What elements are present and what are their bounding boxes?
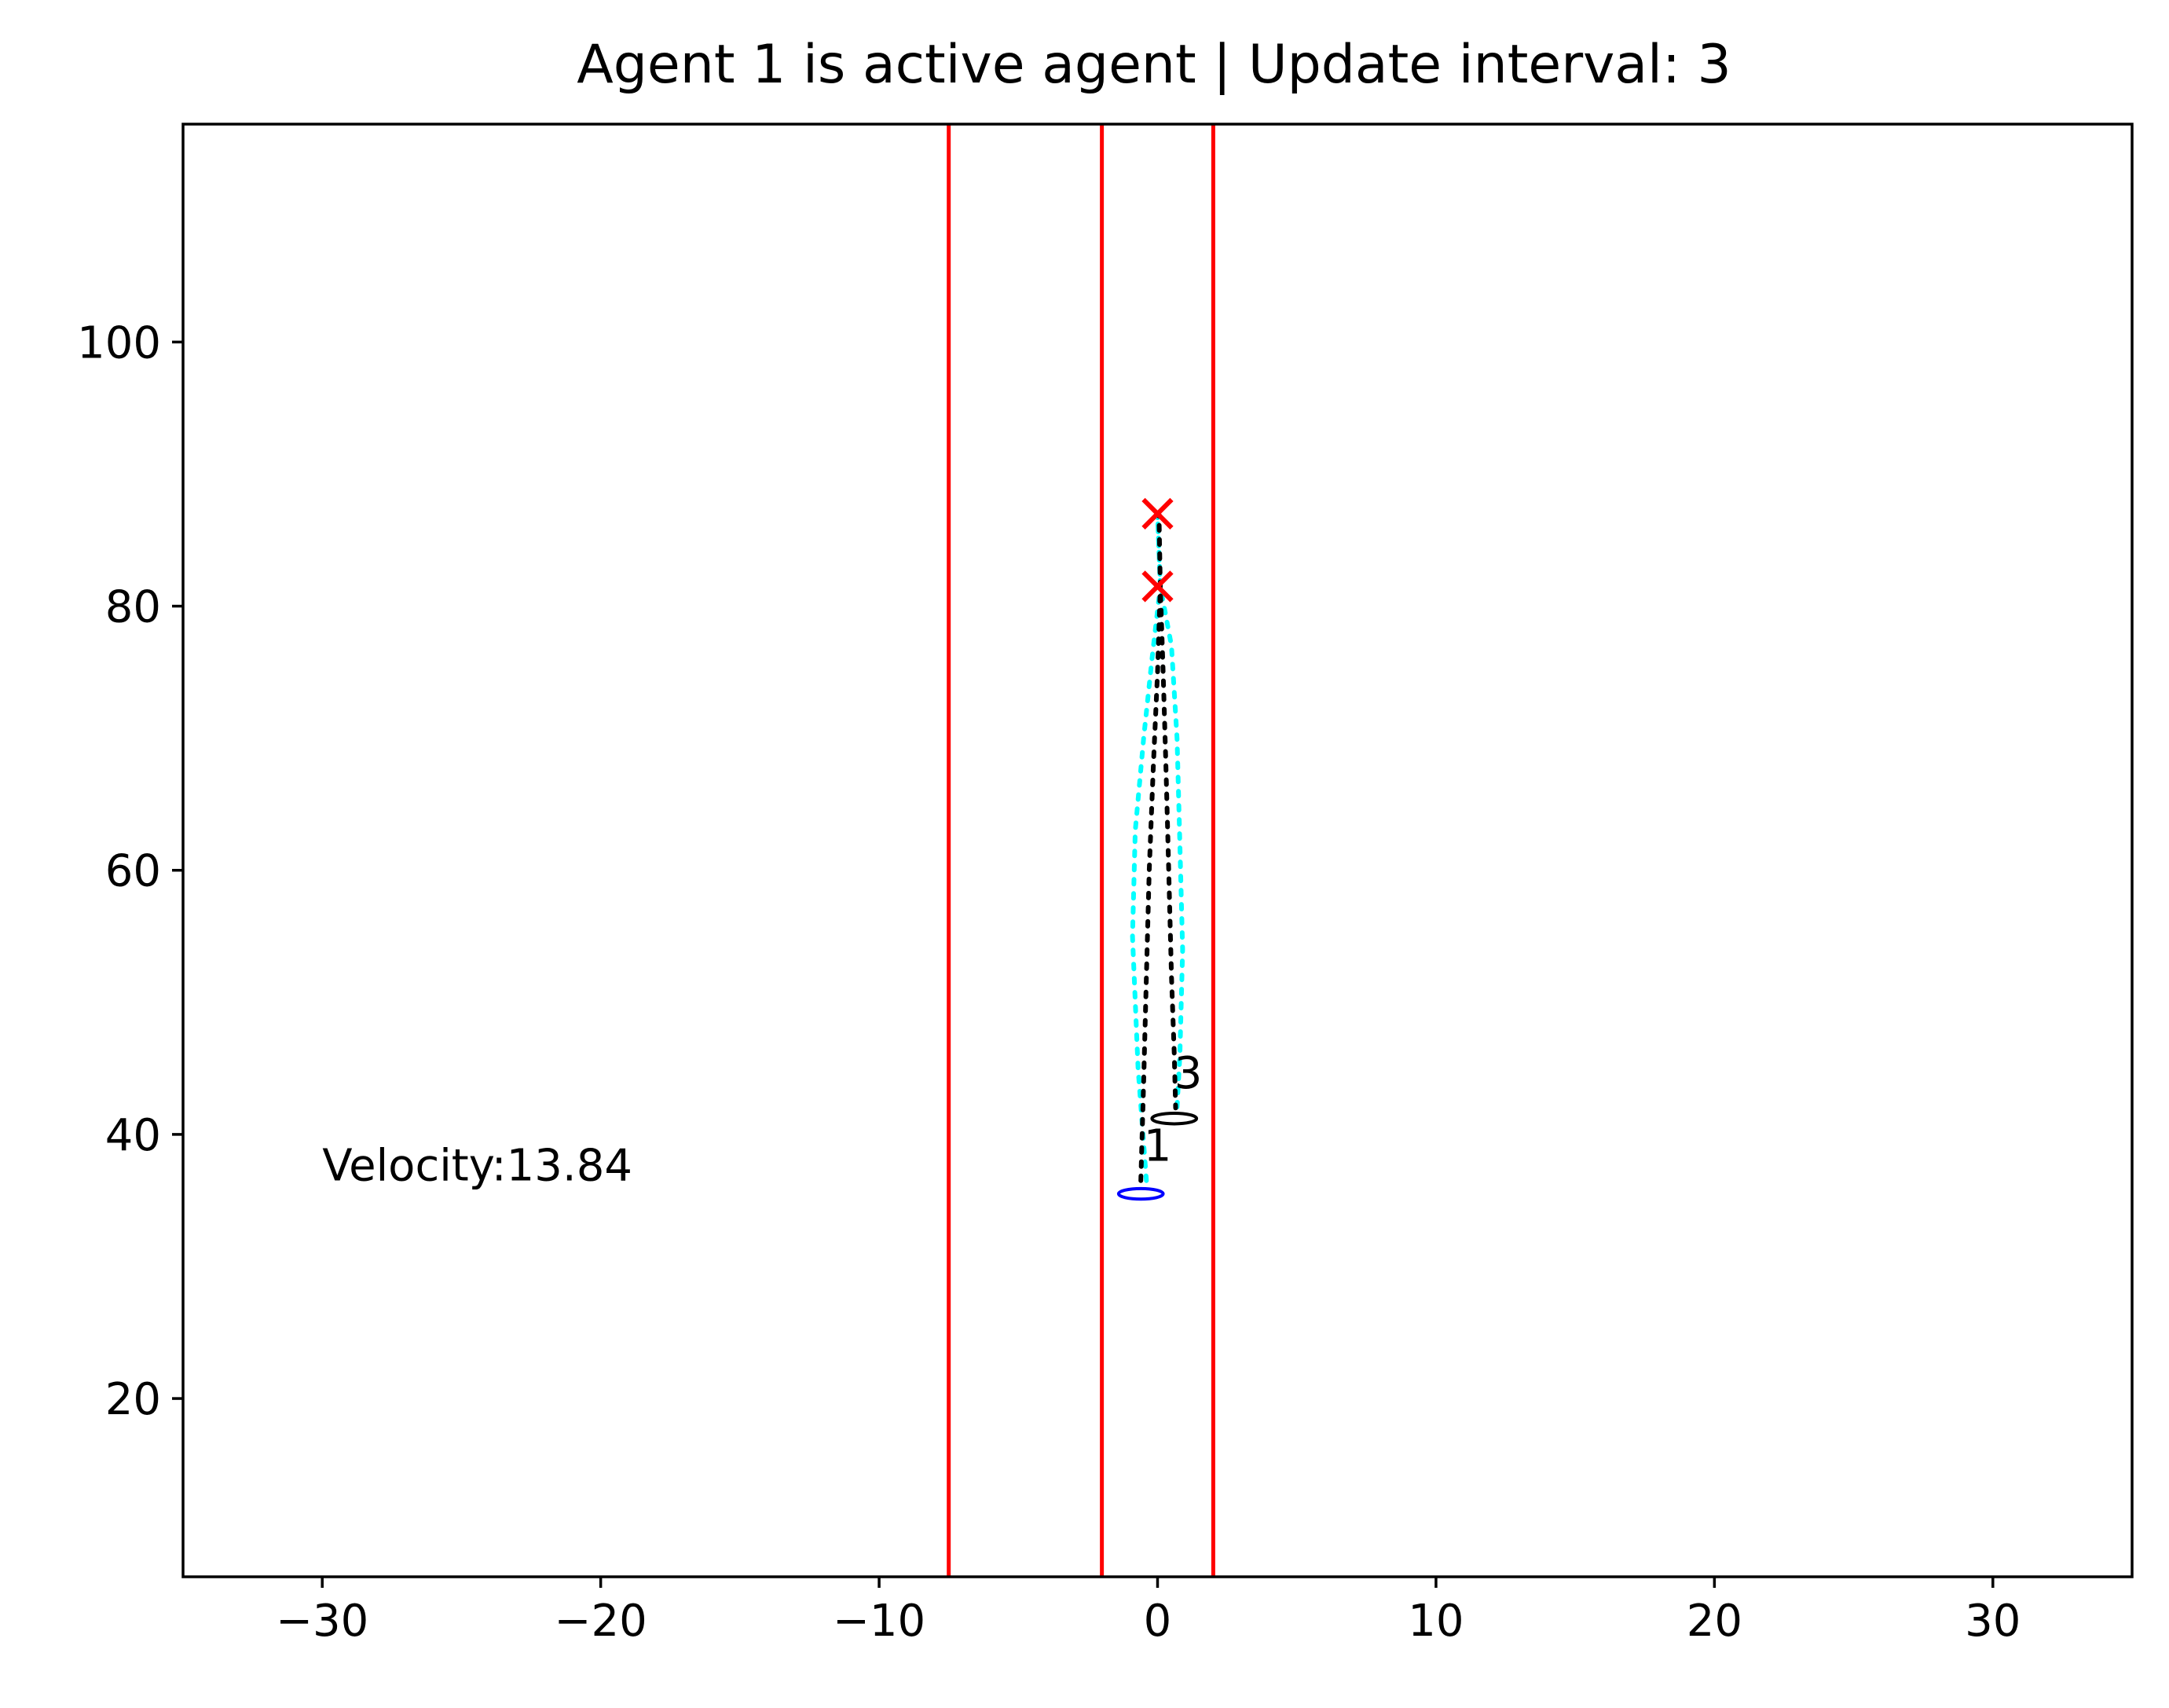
y-tick-label: 20 [105,1374,161,1425]
x-tick-label: 20 [1687,1596,1742,1647]
x-tick-label: −20 [555,1596,647,1647]
x-tick-label: −10 [833,1596,925,1647]
y-tick-label: 80 [105,582,161,633]
annotation-text-1: 1 [1144,1121,1172,1172]
annotation-text-0: Velocity:13.84 [322,1141,632,1192]
chart-title: Agent 1 is active agent | Update interva… [577,34,1731,96]
axes-frame [181,123,2134,1578]
y-tick-label: 60 [105,846,161,897]
goal-marker-1 [1141,570,1174,603]
goal-marker-stroke [1141,497,1174,530]
x-tick-label: 10 [1408,1596,1464,1647]
annotation-text-2: 3 [1174,1048,1203,1099]
y-tick-label: 100 [77,317,161,368]
y-tick-label: 40 [105,1110,161,1161]
goal-marker-0 [1141,497,1174,530]
x-tick-label: −30 [276,1596,368,1647]
agent-ellipse-3 [1150,1112,1199,1126]
plot-content: Velocity:13.84 13 [322,124,1215,1577]
plot-area: Velocity:13.84 13 −30 −20 −10 0 10 20 30 20 40 60 80… [77,123,2134,1647]
agent-ellipse-1 [1116,1186,1165,1201]
x-tick-label: 0 [1144,1596,1172,1647]
x-tick-label: 30 [1965,1596,2021,1647]
trajectory-series-1 [1138,513,1178,1183]
goal-marker-stroke [1141,570,1174,603]
